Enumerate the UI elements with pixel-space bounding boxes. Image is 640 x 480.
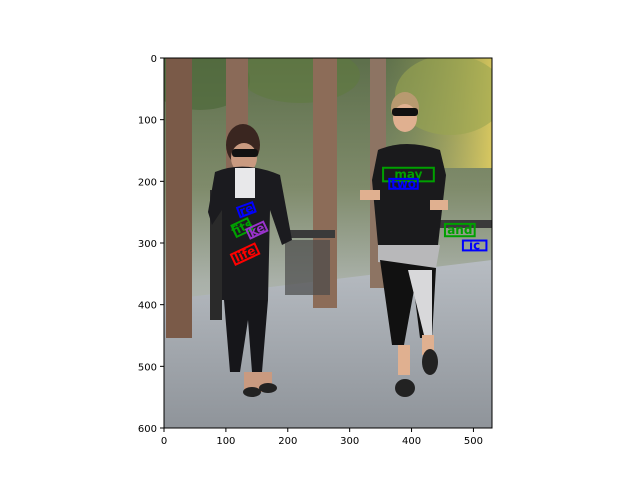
x-tick-label: 100 bbox=[216, 436, 235, 447]
runner-right bbox=[360, 92, 448, 397]
tree-trunk bbox=[166, 58, 192, 338]
photo bbox=[164, 58, 492, 428]
x-tick-label: 400 bbox=[402, 436, 421, 447]
y-tick-label: 300 bbox=[138, 239, 157, 250]
y-tick-label: 200 bbox=[138, 177, 157, 188]
word-box: and bbox=[443, 222, 476, 238]
y-tick-label: 0 bbox=[151, 54, 157, 65]
word-box: ic bbox=[461, 238, 488, 252]
y-tick-label: 500 bbox=[138, 362, 157, 373]
word-box: two bbox=[388, 177, 419, 191]
word-box: ke bbox=[245, 220, 269, 240]
word-label: two bbox=[391, 177, 416, 191]
x-tick-label: 200 bbox=[278, 436, 297, 447]
word-label: ke bbox=[247, 220, 267, 239]
runner-left bbox=[208, 124, 292, 397]
word-box: re bbox=[235, 201, 257, 219]
word-label: re bbox=[237, 201, 255, 219]
word-label: and bbox=[447, 223, 472, 237]
y-axis: 0 100 200 300 400 500 600 bbox=[138, 54, 164, 435]
x-tick-label: 0 bbox=[161, 436, 167, 447]
y-tick-label: 100 bbox=[138, 116, 157, 127]
y-tick-label: 600 bbox=[138, 424, 157, 435]
x-tick-label: 500 bbox=[464, 436, 483, 447]
x-axis: 0 100 200 300 400 500 bbox=[161, 428, 483, 447]
x-tick-label: 300 bbox=[340, 436, 359, 447]
y-tick-label: 400 bbox=[138, 301, 157, 312]
word-label: ic bbox=[469, 238, 480, 252]
